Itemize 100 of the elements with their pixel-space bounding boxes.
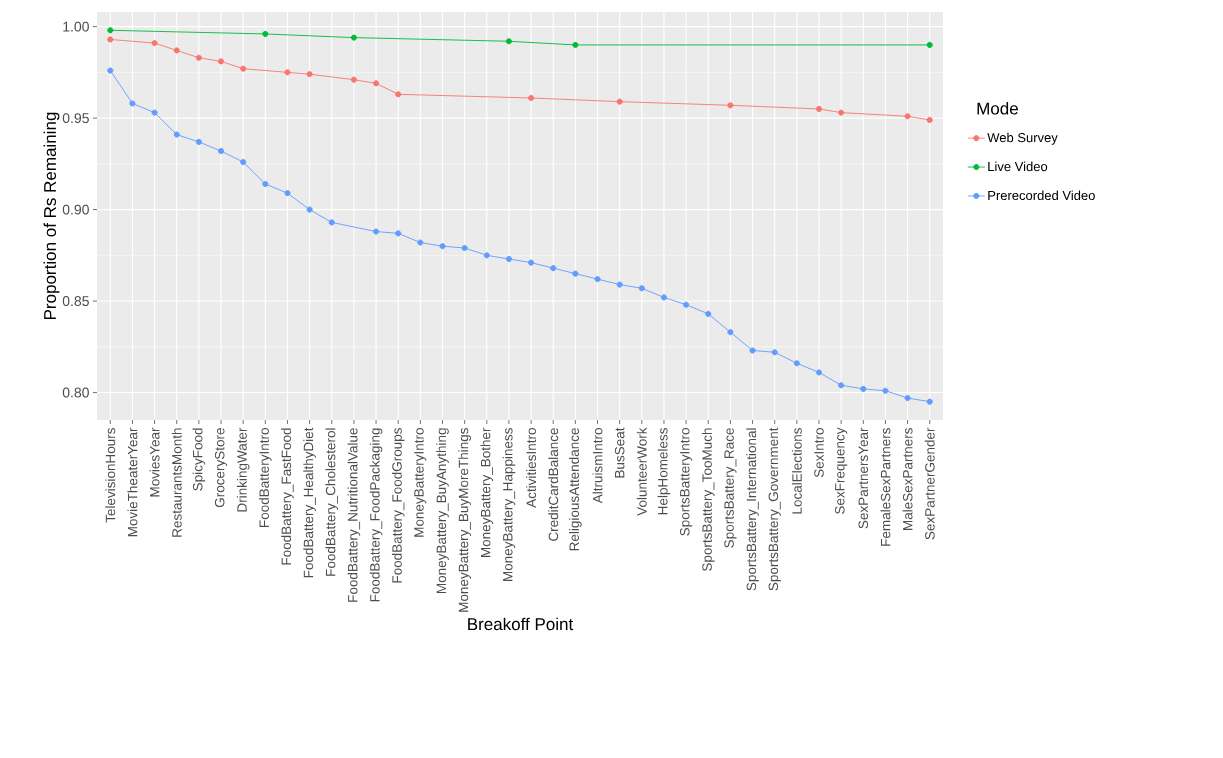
point: [395, 91, 402, 98]
point: [262, 180, 269, 188]
legend-title: Mode: [977, 102, 1018, 115]
point: [373, 228, 380, 235]
point: [860, 385, 867, 392]
x-tick-label: SportsBattery_International: [746, 428, 759, 591]
legend-label: Prerecorded Video: [988, 190, 1095, 201]
point: [240, 158, 247, 166]
point: [616, 281, 623, 288]
x-tick-label: FoodBattery_Cholesterol: [325, 428, 339, 576]
x-tick-label: SexIntro: [814, 428, 824, 478]
point: [350, 76, 357, 83]
point: [217, 148, 225, 155]
point: [395, 230, 402, 237]
x-tick-label: MoneyBatteryIntro: [414, 428, 427, 537]
point: [483, 252, 490, 259]
point: [638, 285, 645, 292]
x-tick-label: FoodBattery_FoodPackaging: [369, 428, 383, 602]
point: [306, 206, 313, 213]
point: [904, 395, 911, 402]
point: [328, 219, 335, 226]
x-tick-label: MoneyBattery_BuyMoreThings: [458, 428, 471, 612]
y-tick-label: 0.95: [62, 113, 89, 124]
point: [727, 329, 734, 336]
point: [815, 369, 823, 376]
point: [749, 347, 756, 354]
y-axis-title: Proportion of Rs Remaining: [43, 112, 60, 320]
point: [926, 41, 933, 48]
x-tick-label: TelevisionHours: [105, 428, 116, 523]
x-axis-title: Breakoff Point: [468, 617, 574, 631]
x-tick-label: FoodBattery_FoodGroups: [391, 428, 405, 583]
point: [528, 259, 535, 266]
point: [505, 38, 512, 45]
y-tick-label: 0.90: [62, 204, 89, 215]
point: [550, 265, 557, 272]
point: [284, 69, 291, 76]
point: [572, 41, 579, 48]
point: [882, 387, 889, 394]
point: [838, 109, 845, 116]
x-tick-label: SexPartnerGender: [924, 427, 935, 540]
x-tick-label: MoneyBattery_Happiness: [502, 428, 516, 581]
point: [616, 98, 623, 105]
y-tick-label: 0.85: [62, 296, 89, 307]
point: [417, 239, 424, 246]
x-tick-label: MoneyBattery_BuyAnything: [436, 428, 449, 594]
x-tick-label: CreditCardBalance: [548, 428, 559, 541]
x-tick-label: RestaurantsMonth: [171, 428, 182, 537]
point: [904, 113, 911, 120]
x-tick-label: FoodBatteryIntro: [259, 428, 272, 527]
point: [660, 294, 667, 301]
point: [439, 243, 446, 250]
y-tick-label: 0.80: [62, 387, 89, 398]
x-tick-label: LocalElections: [791, 428, 802, 514]
x-tick-label: MaleSexPartners: [902, 428, 913, 530]
point: [727, 102, 734, 109]
point: [771, 349, 778, 356]
point: [350, 34, 357, 41]
x-tick-label: DrinkingWater: [236, 427, 250, 512]
x-tick-label: BusSeat: [614, 427, 625, 478]
point: [284, 190, 291, 197]
x-tick-label: SportsBattery_Government: [768, 427, 781, 591]
point: [572, 270, 579, 277]
point: [683, 301, 690, 308]
x-tick-label: HelpHomeless: [657, 428, 671, 515]
x-tick-label: SexPartnersYear: [858, 427, 869, 529]
point: [838, 382, 845, 389]
x-tick-label: SportsBattery_Race: [724, 428, 737, 548]
point: [262, 30, 269, 37]
point: [528, 94, 535, 102]
x-tick-label: FoodBattery_NutritionalValue: [347, 428, 361, 602]
point: [793, 360, 800, 367]
x-tick-label: AltruismIntro: [592, 428, 603, 504]
point: [195, 138, 202, 145]
x-tick-label: SpicyFood: [192, 428, 206, 491]
point: [107, 67, 114, 74]
point: [926, 116, 933, 123]
point: [461, 244, 468, 252]
x-tick-label: MovieTheaterYear: [127, 427, 138, 537]
x-tick-label: VolunteerWork: [636, 427, 647, 516]
point: [306, 71, 313, 78]
point: [129, 100, 136, 107]
point: [373, 80, 380, 87]
x-tick-label: ReligiousAttendance: [569, 428, 582, 551]
x-tick-label: FoodBattery_HealthyDiet: [303, 427, 316, 578]
point: [705, 310, 712, 317]
point: [107, 36, 114, 43]
point: [926, 398, 933, 405]
point: [151, 109, 158, 116]
x-tick-label: ActivitiesIntro: [526, 428, 537, 508]
point: [195, 54, 202, 61]
point: [107, 27, 114, 34]
x-tick-label: SportsBattery_TooMuch: [701, 428, 715, 571]
x-tick-label: FoodBattery_FastFood: [281, 428, 294, 565]
point: [217, 58, 225, 65]
point: [173, 47, 180, 54]
x-tick-label: GroceryStore: [214, 428, 228, 508]
point: [173, 131, 180, 138]
legend-label: Web Survey: [987, 132, 1058, 145]
point: [151, 40, 158, 47]
point: [594, 276, 601, 283]
